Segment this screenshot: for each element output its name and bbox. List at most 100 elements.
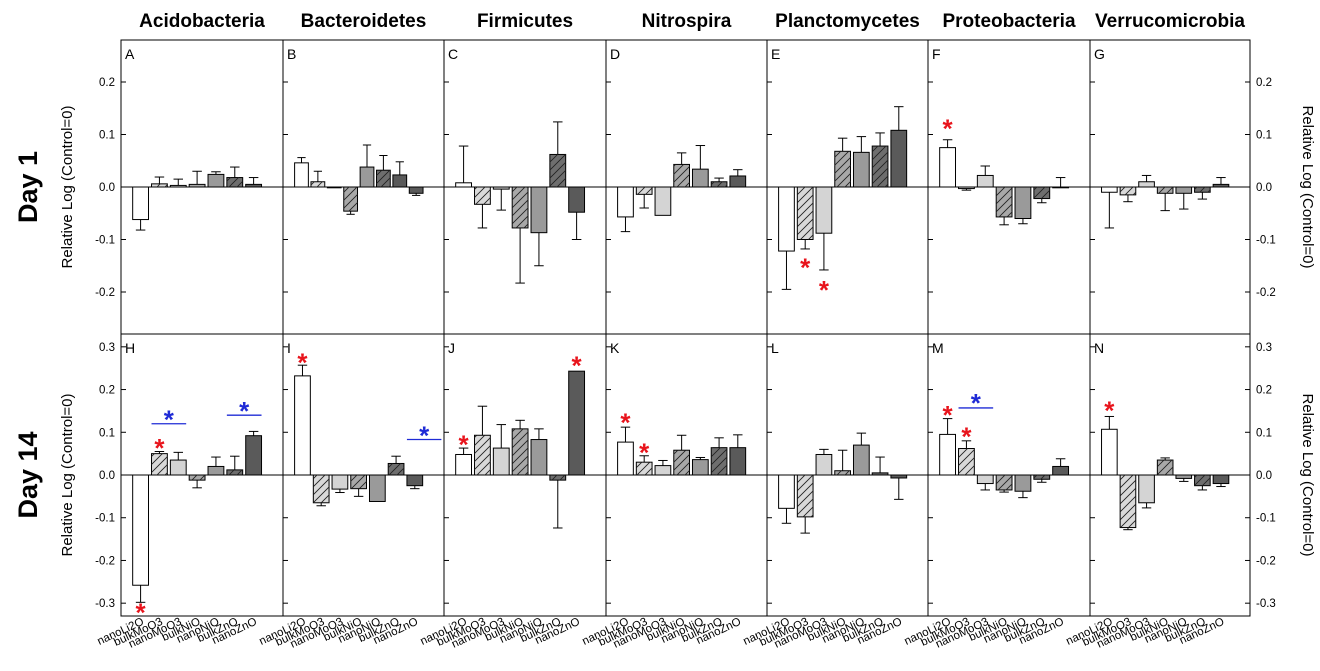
bar [1138, 181, 1155, 188]
bar [132, 186, 150, 221]
bar [406, 474, 424, 487]
bar [890, 129, 908, 188]
bar-hatch [151, 453, 168, 475]
y-tick-label-left: -0.3 [95, 598, 115, 610]
bar-hatch [1033, 475, 1050, 480]
bar-hatch [549, 475, 566, 481]
bar-hatch [343, 187, 358, 212]
bar-hatch [1194, 475, 1211, 486]
bar [654, 186, 672, 216]
y-tick-label-right: 0.0 [1256, 182, 1272, 194]
significance-star: * [943, 400, 954, 430]
comparison-star: * [971, 388, 982, 418]
y-axis-label-right: Relative Log (Control=0) [1299, 105, 1316, 268]
column-title: Acidobacteria [139, 11, 265, 32]
column-title: Proteobacteria [942, 11, 1075, 32]
panel-letter: F [932, 46, 941, 62]
bar [852, 444, 870, 476]
bar [1175, 186, 1193, 194]
bar [852, 151, 870, 188]
bar [654, 465, 672, 476]
bar-hatch [834, 470, 851, 475]
significance-star: * [297, 348, 308, 378]
significance-star: * [572, 351, 583, 381]
y-tick-label-left: -0.1 [95, 235, 115, 247]
y-tick-label-right: -0.1 [1256, 513, 1276, 525]
y-tick-label-left: 0.1 [99, 130, 115, 142]
bar [815, 453, 833, 476]
bar [976, 174, 994, 188]
panel-letter: I [287, 340, 291, 356]
bar [326, 186, 342, 189]
chart-root: Acidobacteria Bacteroidetes Firmicutes Nitr… [13, 11, 1316, 651]
y-tick-label-right: 0.2 [1256, 385, 1272, 397]
bar [939, 433, 957, 476]
panel: **JnanoLi2ObulkMoO3nanoMoO3bulkNiOnanoNi… [419, 333, 607, 651]
bar [617, 441, 634, 476]
bar [1014, 186, 1032, 219]
bar [169, 184, 187, 188]
bar [815, 186, 833, 234]
bar [1052, 186, 1070, 189]
panel-letter: B [287, 46, 296, 62]
bar [1138, 474, 1155, 504]
bar-hatch [673, 164, 690, 187]
y-tick-label-right: 0.3 [1256, 342, 1272, 354]
y-tick-label-right: -0.2 [1256, 555, 1276, 567]
significance-star: * [1104, 395, 1115, 425]
y-tick-label-left: 0.0 [99, 182, 115, 194]
bar [1014, 474, 1032, 492]
bar [530, 186, 548, 234]
bar-hatch [350, 475, 367, 489]
panel: B [282, 39, 445, 335]
bar-hatch [474, 187, 491, 205]
bar [778, 186, 795, 252]
panel: G [1089, 39, 1251, 335]
bar-hatch [797, 187, 814, 240]
panel-letter: D [610, 46, 620, 62]
panel-letter: M [932, 340, 944, 356]
bar [392, 174, 408, 188]
bar-hatch [1194, 187, 1211, 193]
y-tick-label-right: 0.2 [1256, 77, 1272, 89]
panel-letter: L [771, 340, 779, 356]
bar-hatch [226, 177, 243, 187]
bar [729, 175, 747, 188]
bar-hatch [474, 435, 491, 475]
bar [245, 435, 263, 476]
y-tick-label-right: -0.3 [1256, 598, 1276, 610]
bar [1101, 186, 1118, 193]
bar [492, 186, 510, 190]
bar-hatch [313, 475, 330, 503]
significance-star: * [136, 598, 147, 628]
y-tick-label-right: 0.0 [1256, 470, 1272, 482]
bar [890, 474, 908, 479]
bar [359, 166, 375, 188]
bar-hatch [797, 475, 814, 517]
column-title: Nitrospira [642, 11, 732, 32]
bar-hatch [636, 462, 653, 475]
panel-letter: G [1094, 46, 1105, 62]
comparison-star: * [419, 420, 430, 450]
panel: **InanoLi2ObulkMoO3nanoMoO3bulkNiOnanoNi… [257, 333, 445, 651]
significance-star: * [961, 422, 972, 452]
significance-star: * [620, 407, 631, 437]
panel-letter: C [448, 46, 458, 62]
row-title: Day 14 [13, 431, 43, 518]
bar [939, 147, 957, 188]
bar [492, 447, 510, 476]
bar [169, 459, 187, 476]
y-tick-label-right: -0.1 [1256, 235, 1276, 247]
bar-hatch [872, 146, 888, 187]
bar [1052, 465, 1070, 476]
panel-letter: K [610, 340, 620, 356]
bar-hatch [1120, 475, 1136, 528]
bar-hatch [673, 450, 690, 475]
bar [958, 186, 975, 190]
bar [294, 162, 309, 188]
panel-frame [1089, 333, 1251, 617]
panel: C [443, 39, 607, 335]
bar [207, 465, 225, 476]
comparison-star: * [164, 404, 175, 434]
significance-star: * [819, 275, 830, 305]
